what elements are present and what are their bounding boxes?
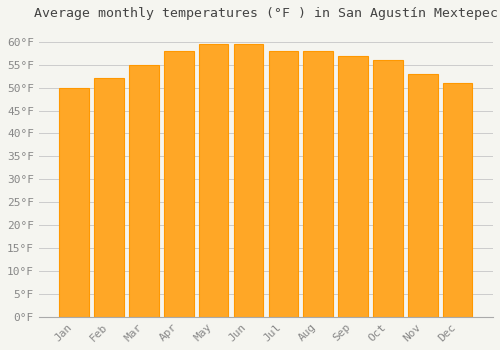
Bar [304,51,333,317]
Bar [338,56,368,317]
Bar [234,44,264,317]
Bar [373,60,402,317]
Bar [164,51,194,317]
Bar [94,78,124,317]
Bar [60,88,89,317]
Bar [408,74,438,317]
Title: Average monthly temperatures (°F ) in San Agustín Mextepec: Average monthly temperatures (°F ) in Sa… [34,7,498,20]
Bar [268,51,298,317]
Bar [129,65,159,317]
Bar [443,83,472,317]
Bar [199,44,228,317]
